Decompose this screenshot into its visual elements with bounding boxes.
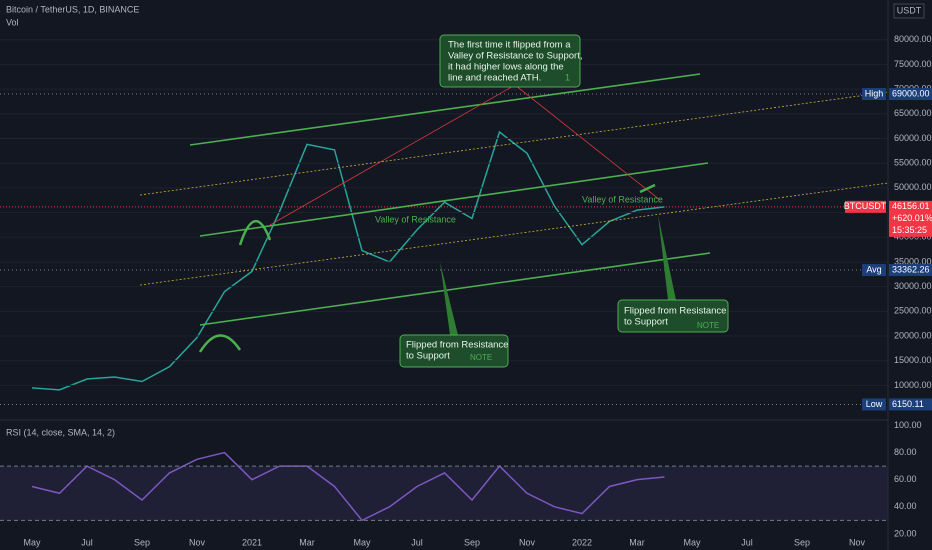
callout: The first time it flipped from a Valley … (439, 34, 582, 88)
y-tick-label: 35000.00 (894, 256, 932, 266)
callout-line: The first time it flipped from a (448, 40, 571, 51)
x-tick-label: May (353, 537, 371, 547)
x-tick-label: Jul (81, 537, 93, 547)
x-tick-label: Jul (411, 537, 423, 547)
last-value: 46156.01 (892, 201, 930, 211)
annotation: Valley of Resistance (375, 214, 456, 224)
note: Flipped from Resistance to Support NOTE (617, 215, 729, 333)
x-tick-label: Nov (519, 537, 536, 547)
marker-value: 69000.00 (892, 88, 930, 98)
x-tick-label: Sep (464, 537, 480, 547)
y-tick-label: 60.00 (894, 474, 917, 484)
y-tick-label: 20.00 (894, 528, 917, 538)
marker-tag (862, 264, 886, 277)
y-tick-label: 15000.00 (894, 355, 932, 365)
callout-line: line and reached ATH. (448, 73, 541, 84)
note-tag: NOTE (470, 353, 492, 362)
note-tag: NOTE (697, 321, 719, 330)
y-tick-label: 25000.00 (894, 306, 932, 316)
y-tick-label: 80000.00 (894, 34, 932, 44)
rsi-band (0, 466, 888, 521)
x-tick-label: Mar (299, 537, 315, 547)
callout-line: Valley of Resistance to Support, (448, 51, 582, 62)
y-tick-label: 75000.00 (894, 59, 932, 69)
marker-label: High (865, 88, 884, 98)
last-countdown: 15:35:25 (892, 225, 927, 235)
last-label: BTCUSDT (844, 201, 887, 211)
last-change: +620.01% (892, 213, 932, 223)
x-tick-label: Sep (134, 537, 150, 547)
price-line (31, 130, 665, 391)
y-tick-label: 10000.00 (894, 380, 932, 390)
chart-subtitle: Vol (6, 17, 19, 27)
y-tick-label: 30000.00 (894, 281, 932, 291)
last-tag (845, 200, 886, 213)
note: Flipped from Resistance to Support NOTE (399, 262, 509, 368)
x-tick-label: 2021 (242, 537, 262, 547)
x-tick-label: Mar (629, 537, 645, 547)
channel-lines (189, 73, 711, 326)
y-tick-label: 60000.00 (894, 133, 932, 143)
unit-box (893, 3, 925, 19)
note-line: to Support (406, 351, 450, 362)
y-tick-label: 55000.00 (894, 158, 932, 168)
callout-line: it had higher lows along the (448, 62, 564, 73)
y-tick-label: 100.00 (894, 420, 922, 430)
last-box (889, 200, 932, 237)
marker-value: 33362.26 (892, 264, 930, 274)
marker-value: 6150.11 (892, 399, 924, 409)
x-tick-label: May (23, 537, 41, 547)
y-tick-label: 80.00 (894, 447, 917, 457)
price-line (31, 451, 665, 522)
x-tick-label: May (683, 537, 701, 547)
marker-label: Low (866, 399, 883, 409)
marker-box (889, 88, 932, 101)
unit: USDT (897, 5, 922, 15)
note-line: to Support (624, 317, 668, 328)
mid-lines (139, 91, 889, 286)
chart-title: Bitcoin / TetherUS, 1D, BINANCE (6, 4, 139, 14)
x-tick-label: Jul (741, 537, 753, 547)
x-tick-label: Nov (189, 537, 206, 547)
marker-tag (862, 88, 886, 101)
marker-label: Avg (866, 264, 881, 274)
y-tick-label: 40.00 (894, 501, 917, 511)
rsi-title: RSI (14, close, SMA, 14, 2) (6, 427, 115, 437)
x-tick-label: Sep (794, 537, 810, 547)
x-tick-label: 2022 (572, 537, 592, 547)
marker-box (889, 264, 932, 277)
note-line: Flipped from Resistance (624, 306, 726, 317)
marker-box (889, 398, 932, 411)
x-tick-label: Nov (849, 537, 866, 547)
marker-tag (862, 398, 886, 411)
y-tick-label: 65000.00 (894, 108, 932, 118)
arc-marks (198, 183, 656, 353)
callout-index: 1 (565, 72, 570, 82)
y-tick-label: 20000.00 (894, 330, 932, 340)
note-line: Flipped from Resistance (406, 340, 508, 351)
y-tick-label: 50000.00 (894, 182, 932, 192)
annotation: Valley of Resistance (582, 194, 663, 204)
